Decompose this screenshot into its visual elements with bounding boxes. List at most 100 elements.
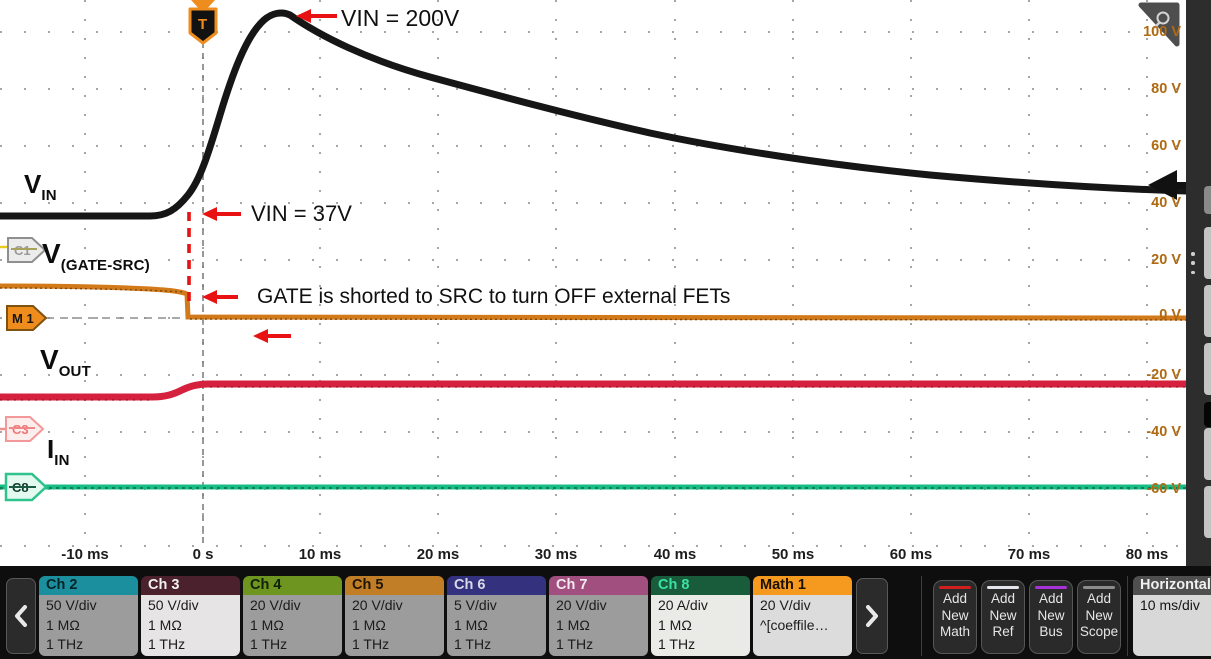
- x-axis-tick: 70 ms: [1007, 546, 1051, 563]
- x-axis-tick: 20 ms: [416, 546, 460, 563]
- channel-badge-title: Ch 3: [141, 576, 240, 595]
- x-axis-tick: 0 s: [192, 546, 214, 563]
- channel-scale: 50 V/div: [46, 597, 97, 613]
- channel-bandwidth: 1 THz: [46, 636, 84, 652]
- channel-badge-ch6[interactable]: Ch 6 5 V/div 1 MΩ 1 THz: [447, 576, 546, 656]
- channel-badge-ch8[interactable]: Ch 8 20 A/div 1 MΩ 1 THz: [651, 576, 750, 656]
- channel-badge-title: Ch 6: [447, 576, 546, 595]
- channel-bandwidth: 1 THz: [148, 636, 186, 652]
- gridline: [202, 0, 204, 546]
- button-label: Add: [1086, 591, 1112, 606]
- button-label: Scope: [1079, 624, 1119, 639]
- math-color-bar: [939, 586, 971, 589]
- channel-handle-c3[interactable]: C3: [0, 416, 45, 442]
- button-label: Ref: [992, 624, 1014, 639]
- button-label: Add: [942, 591, 968, 606]
- trace-vin: [0, 9, 1186, 220]
- math-expression: ^[coeffile…: [760, 616, 829, 633]
- ref-color-bar: [987, 586, 1019, 589]
- trace-vout-texture: [0, 386, 1186, 401]
- clipped-badge: [1204, 227, 1211, 279]
- arrow-under-gate-trace: [253, 329, 291, 343]
- annotation-vin-peak: VIN = 200V: [341, 5, 460, 31]
- scope-color-bar: [1083, 586, 1115, 589]
- channel-impedance: 1 MΩ: [148, 616, 182, 633]
- annotation-vin-threshold: VIN = 37V: [251, 201, 352, 226]
- channel-badge-ch7[interactable]: Ch 7 20 V/div 1 MΩ 1 THz: [549, 576, 648, 656]
- channel-badge-ch5[interactable]: Ch 5 20 V/div 1 MΩ 1 THz: [345, 576, 444, 656]
- gridline: [1028, 0, 1030, 546]
- math-badge-math1[interactable]: Math 1 20 V/div ^[coeffile…: [753, 576, 852, 656]
- arrow-to-threshold: [202, 207, 241, 221]
- x-axis-tick: 40 ms: [653, 546, 697, 563]
- button-label: Add: [990, 591, 1016, 606]
- math-scale: 20 V/div: [760, 597, 811, 613]
- annotation-gate-note: GATE is shorted to SRC to turn OFF exter…: [257, 285, 731, 308]
- button-label: New: [989, 607, 1017, 623]
- divider: [921, 576, 922, 656]
- channel-impedance: 1 MΩ: [46, 616, 80, 633]
- arrow-to-gate-drop: [202, 290, 238, 304]
- channel-badge-title: Math 1: [753, 576, 852, 595]
- button-label: Add: [1038, 591, 1064, 606]
- x-axis-tick: 60 ms: [889, 546, 933, 563]
- channel-scale: 20 V/div: [250, 597, 301, 613]
- gridline: [0, 317, 1186, 319]
- horizontal-badge[interactable]: Horizontal 10 ms/div: [1133, 576, 1211, 656]
- clipped-badge: [1204, 285, 1211, 337]
- trace-label-vout: VOUT: [40, 344, 91, 380]
- y-axis-tick: 20 V: [1151, 252, 1181, 268]
- scroll-badges-left-button[interactable]: [6, 578, 36, 654]
- button-label: Math: [939, 624, 970, 639]
- x-axis-tick: 30 ms: [534, 546, 578, 563]
- y-axis-tick: -20 V: [1146, 367, 1181, 383]
- channel-bandwidth: 1 THz: [352, 636, 390, 652]
- horizontal-badge-title: Horizontal: [1133, 576, 1211, 595]
- channel-scale: 50 V/div: [148, 597, 199, 613]
- clipped-badge: [1204, 486, 1211, 538]
- trace-label-vgatesrc: V(GATE-SRC): [42, 238, 150, 274]
- channel-handle-c8[interactable]: C8: [4, 472, 48, 502]
- y-axis-tick: 40 V: [1151, 195, 1181, 211]
- gridline: [0, 31, 1186, 33]
- gridline: [0, 259, 1186, 261]
- gridline: [0, 88, 1186, 90]
- clipped-badge: [1204, 428, 1211, 480]
- chevron-left-icon: [15, 605, 27, 627]
- bus-color-bar: [1035, 586, 1067, 589]
- clipped-badge: [1204, 186, 1211, 214]
- add-new-math-button[interactable]: Add New Math: [933, 580, 977, 654]
- scroll-badges-right-button[interactable]: [856, 578, 888, 654]
- arrow-to-peak: [296, 9, 337, 23]
- drag-handle-dots-icon[interactable]: [1191, 252, 1195, 274]
- add-new-bus-button[interactable]: Add New Bus: [1029, 580, 1073, 654]
- waveform-view: C1 M 1 C3 C8 T: [0, 0, 1186, 566]
- trace-label-vin: VIN: [24, 169, 57, 204]
- channel-badge-title: Ch 7: [549, 576, 648, 595]
- gridline: [1146, 0, 1148, 546]
- y-axis-tick: 60 V: [1151, 138, 1181, 154]
- channel-scale: 20 V/div: [556, 597, 607, 613]
- button-label: New: [941, 607, 969, 623]
- gridline: [0, 145, 1186, 147]
- gridline: [910, 0, 912, 546]
- y-axis-tick: -40 V: [1146, 424, 1181, 440]
- add-new-scope-button[interactable]: Add New Scope: [1077, 580, 1121, 654]
- trace-label-iin: IIN: [47, 434, 70, 469]
- channel-badge-ch3[interactable]: Ch 3 50 V/div 1 MΩ 1 THz: [141, 576, 240, 656]
- add-new-ref-button[interactable]: Add New Ref: [981, 580, 1025, 654]
- gridline: [0, 202, 1186, 204]
- channel-badge-title: Ch 4: [243, 576, 342, 595]
- channel-badge-ch2[interactable]: Ch 2 50 V/div 1 MΩ 1 THz: [39, 576, 138, 656]
- trace-end-arrow-tail: [1174, 182, 1186, 189]
- gridline: [555, 0, 557, 546]
- gridline: [319, 0, 321, 546]
- channel-badge-title: Ch 8: [651, 576, 750, 595]
- channel-badge-ch4[interactable]: Ch 4 20 V/div 1 MΩ 1 THz: [243, 576, 342, 656]
- chevron-right-icon: [866, 605, 878, 627]
- svg-text:C1: C1: [14, 243, 31, 258]
- channel-bandwidth: 1 THz: [454, 636, 492, 652]
- channel-impedance: 1 MΩ: [352, 616, 386, 633]
- x-axis-tick: 10 ms: [298, 546, 342, 563]
- channel-scale: 20 V/div: [352, 597, 403, 613]
